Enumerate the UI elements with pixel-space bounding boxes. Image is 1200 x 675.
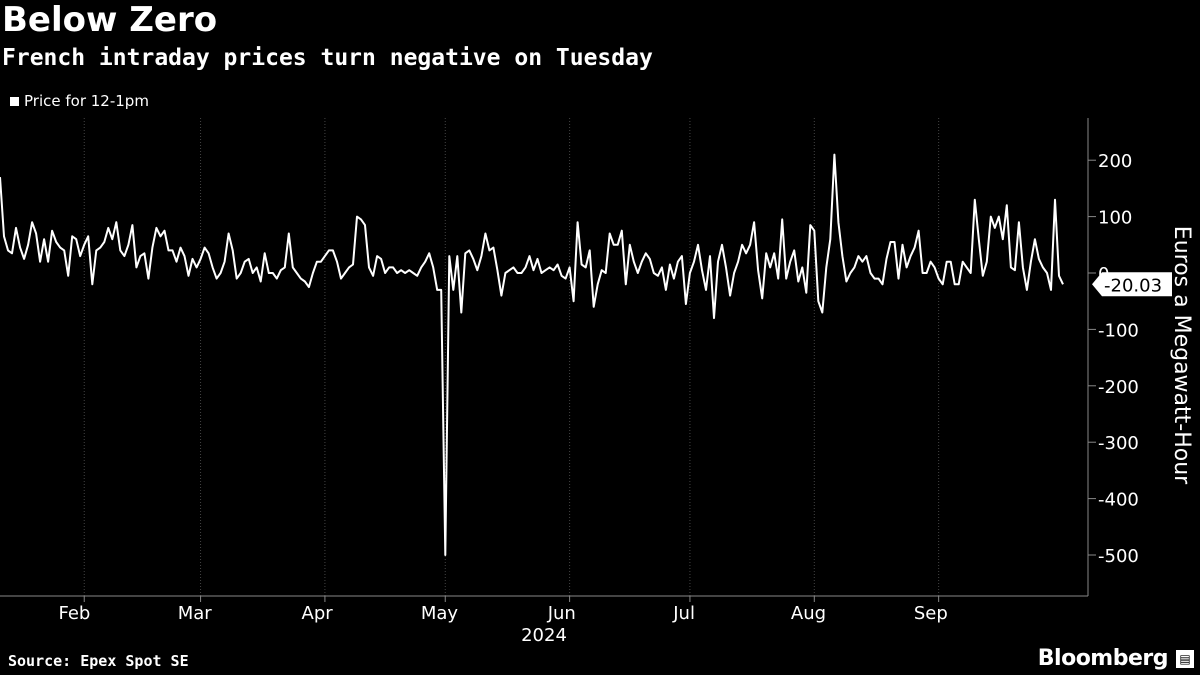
y-tick-label: -100 [1098,320,1139,341]
y-tick-label: -500 [1098,546,1139,567]
legend: Price for 12-1pm [10,92,149,110]
x-tick-label: Sep [914,603,948,624]
x-axis-title: 2024 [521,625,567,646]
x-tick-label: Jul [672,603,695,624]
y-axis-title: Euros a Megawatt-Hour [1169,226,1194,485]
bloomberg-terminal-icon: ▤ [1176,650,1194,668]
bloomberg-logo: Bloomberg [1037,646,1169,671]
legend-swatch [10,96,19,106]
y-tick-label: -300 [1098,433,1139,454]
last-value-badge [1092,272,1172,297]
legend-label: Price for 12-1pm [24,92,149,110]
y-tick-label: 100 [1098,208,1132,229]
x-tick-label: Feb [58,603,90,624]
x-tick-label: Apr [302,603,334,624]
source-note: Source: Epex Spot SE [8,652,189,670]
y-tick-label: 200 [1098,151,1132,172]
chart-subtitle: French intraday prices turn negative on … [2,45,653,71]
last-value-label: -20.03 [1104,275,1162,296]
x-tick-label: May [421,603,459,624]
x-tick-label: Jun [547,603,576,624]
y-tick-label: -400 [1098,490,1139,511]
chart-title: Below Zero [2,0,218,40]
x-tick-label: Aug [791,603,826,624]
x-tick-label: Mar [178,603,213,624]
series-line [0,153,1064,556]
y-tick-label: -200 [1098,377,1139,398]
